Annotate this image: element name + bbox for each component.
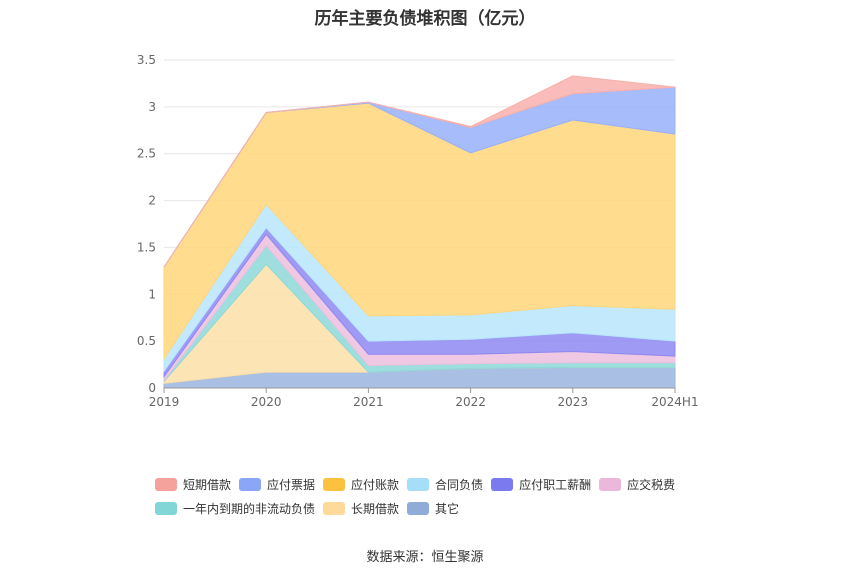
- y-tick-label: 1: [148, 287, 156, 301]
- legend-swatch: [407, 477, 430, 491]
- y-tick-label: 2.5: [137, 147, 156, 161]
- axes: 0 0.5 1 1.5 2 2.5 3 3.5 2019 2020 2021 2022 2023 2024…: [137, 53, 699, 409]
- y-tick-label: 3: [148, 100, 156, 114]
- legend-item[interactable]: 应付票据: [239, 476, 315, 493]
- y-tick-label: 0: [148, 381, 156, 395]
- y-tick-label: 0.5: [137, 334, 156, 348]
- legend-swatch: [491, 477, 514, 491]
- legend-label: 长期借款: [351, 501, 400, 516]
- legend-row: 一年内到期的非流动负债 长期借款 其它: [155, 496, 755, 520]
- legend-item[interactable]: 应付账款: [323, 476, 399, 493]
- legend-row: 短期借款 应付票据 应付账款 合同负债 应付职工薪酬 应交税费: [155, 472, 755, 496]
- legend-swatch: [155, 501, 177, 515]
- legend-label: 短期借款: [183, 477, 232, 492]
- legend-item[interactable]: 应付职工薪酬: [491, 476, 591, 493]
- area-series: [163, 75, 676, 389]
- legend-label: 应交税费: [627, 477, 676, 492]
- legend-label: 一年内到期的非流动负债: [183, 501, 316, 516]
- legend-swatch: [323, 501, 346, 515]
- legend-swatch: [323, 477, 346, 491]
- legend-item[interactable]: 一年内到期的非流动负债: [155, 500, 315, 517]
- legend-item[interactable]: 应交税费: [599, 476, 675, 493]
- legend: 短期借款 应付票据 应付账款 合同负债 应付职工薪酬 应交税费 一年内到期的非流动负债 长期…: [155, 472, 755, 520]
- legend-item[interactable]: 其它: [407, 500, 459, 517]
- legend-label: 应付账款: [351, 477, 400, 492]
- legend-swatch: [407, 501, 430, 515]
- legend-label: 应付票据: [267, 477, 316, 492]
- x-tick-label: 2022: [455, 395, 486, 409]
- legend-label: 合同负债: [435, 477, 484, 492]
- y-tick-label: 2: [148, 194, 156, 208]
- y-tick-label: 1.5: [137, 240, 156, 254]
- legend-swatch: [599, 477, 622, 491]
- x-tick-label: 2021: [353, 395, 384, 409]
- legend-item[interactable]: 合同负债: [407, 476, 483, 493]
- legend-label: 应付职工薪酬: [519, 477, 592, 492]
- x-tick-label: 2020: [251, 395, 282, 409]
- x-tick-label: 2023: [558, 395, 589, 409]
- legend-swatch: [155, 477, 177, 491]
- x-tick-label: 2019: [149, 395, 180, 409]
- y-tick-label: 3.5: [137, 53, 156, 67]
- area-series-短期借款: [163, 75, 676, 268]
- source-note: 数据来源：恒生聚源: [366, 550, 484, 565]
- legend-item[interactable]: 短期借款: [155, 476, 231, 493]
- legend-label: 其它: [435, 501, 460, 516]
- x-tick-label: 2024H1: [651, 395, 698, 409]
- legend-item[interactable]: 长期借款: [323, 500, 399, 517]
- legend-swatch: [239, 477, 262, 491]
- chart-title: 历年主要负债堆积图（亿元）: [314, 9, 536, 29]
